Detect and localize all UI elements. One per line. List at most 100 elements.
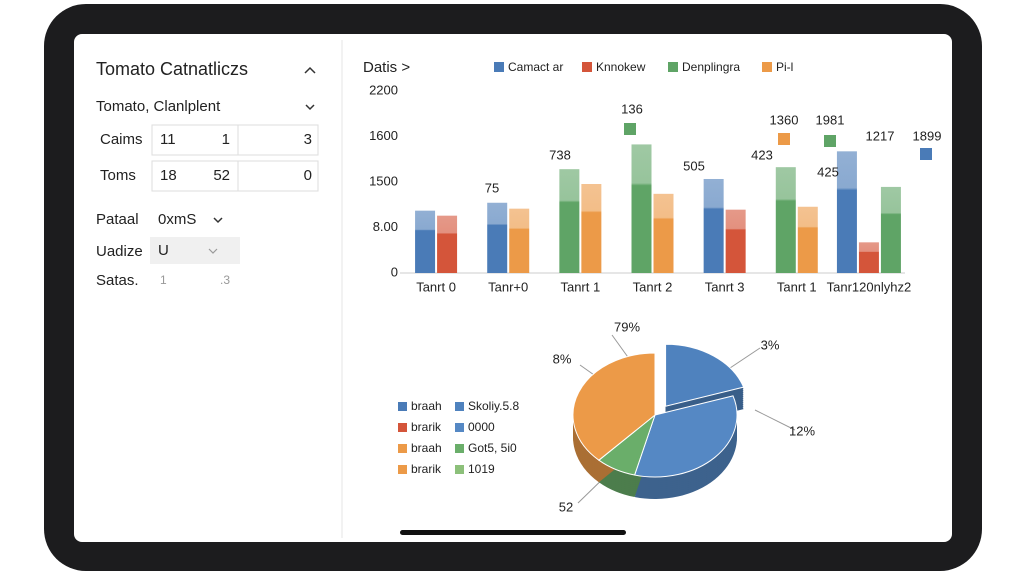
legend-swatch — [455, 423, 464, 432]
dropdown[interactable]: Tomato, Clanlplent — [96, 98, 221, 115]
legend-label: Knnokew — [596, 60, 646, 74]
x-tick-label: Tanr120nlyhz2 — [827, 279, 912, 294]
legend-swatch — [455, 402, 464, 411]
legend-swatch — [455, 465, 464, 474]
legend-label: braah — [411, 399, 442, 413]
data-annotation: 75 — [485, 180, 499, 195]
x-tick-label: Tanrt 1 — [560, 279, 600, 294]
bar — [836, 151, 857, 273]
y-tick-label: 8.00 — [373, 219, 398, 234]
data-annotation: 738 — [549, 147, 571, 162]
sidebar-title: Tomato Catnatliczs — [96, 59, 248, 79]
y-tick-label: 1500 — [369, 173, 398, 188]
legend-swatch — [398, 444, 407, 453]
bar — [509, 208, 530, 273]
legend-label: Camact ar — [508, 60, 563, 74]
pie-annotation: 8% — [553, 351, 572, 366]
field-label: Pataal — [96, 211, 139, 228]
legend-swatch — [398, 423, 407, 432]
data-annotation: 136 — [621, 101, 643, 116]
marker — [778, 133, 790, 145]
marker — [920, 148, 932, 160]
data-annotation: 1360 — [770, 112, 799, 127]
field-value[interactable]: 0xmS — [158, 211, 196, 228]
x-tick-label: Tanrt 2 — [633, 279, 673, 294]
x-tick-label: Tanr+0 — [488, 279, 528, 294]
input-box[interactable] — [151, 160, 319, 192]
legend-swatch — [455, 444, 464, 453]
home-indicator[interactable] — [400, 530, 626, 535]
cell[interactable]: 3 — [304, 131, 312, 148]
pie-annotation: 12% — [789, 423, 815, 438]
bar — [775, 167, 796, 273]
x-tick-label: Tanrt 0 — [416, 279, 456, 294]
legend-label: brarik — [411, 462, 442, 476]
legend-label: 1019 — [468, 462, 495, 476]
field-value[interactable]: U — [158, 242, 169, 259]
legend-label: brarik — [411, 420, 442, 434]
legend-swatch — [762, 62, 772, 72]
field-value: .3 — [220, 273, 230, 287]
data-annotation: 1899 — [913, 128, 942, 143]
legend-swatch — [494, 62, 504, 72]
cell[interactable]: 11 — [160, 131, 176, 148]
field-chevron[interactable] — [213, 217, 223, 224]
select-chevron[interactable] — [208, 248, 218, 254]
collapse-icon[interactable] — [304, 66, 316, 74]
marker — [624, 123, 636, 135]
legend-swatch — [398, 465, 407, 474]
cell[interactable]: 1 — [222, 131, 230, 148]
bar — [725, 209, 746, 273]
data-annotation: 505 — [683, 158, 705, 173]
pie-annotation: 52 — [559, 499, 573, 514]
legend-swatch — [582, 62, 592, 72]
bar — [797, 206, 818, 273]
legend-label: Got5, 5i0 — [468, 441, 517, 455]
data-annotation: 425 — [817, 164, 839, 179]
row-label: Toms — [100, 167, 136, 184]
bar — [858, 242, 879, 273]
pie-slice — [665, 343, 745, 407]
legend-label: braah — [411, 441, 442, 455]
legend-label: Denplingra — [682, 60, 740, 74]
x-tick-label: Tanrt 3 — [705, 279, 745, 294]
input-box[interactable] — [151, 124, 319, 156]
dropdown-icon[interactable] — [305, 104, 315, 111]
cell[interactable]: 0 — [304, 167, 312, 184]
field-value: 1 — [160, 273, 167, 287]
bar — [880, 186, 901, 273]
data-annotation: 1217 — [866, 128, 895, 143]
legend-label: Pi-l — [776, 60, 793, 74]
cell[interactable]: 18 — [160, 167, 177, 184]
legend-swatch — [668, 62, 678, 72]
marker — [824, 135, 836, 147]
data-annotation: 1981 — [816, 112, 845, 127]
cell[interactable]: 52 — [213, 167, 230, 184]
field-label: Uadize — [96, 243, 143, 260]
bar — [487, 202, 508, 273]
legend-label: Skoliy.5.8 — [468, 399, 519, 413]
bar — [703, 178, 724, 273]
field-label: Satas. — [96, 272, 139, 289]
bar — [631, 144, 652, 273]
bar — [559, 169, 580, 273]
row-label: Caims — [100, 131, 143, 148]
pie-slice — [633, 395, 738, 478]
pie-slice — [572, 352, 656, 461]
pie-annotation: 3% — [761, 337, 780, 352]
chart-title: Datis > — [363, 59, 410, 76]
bar — [437, 215, 458, 273]
y-tick-label: 0 — [391, 264, 398, 279]
y-tick-label: 1600 — [369, 128, 398, 143]
bar — [581, 184, 602, 273]
bar — [415, 210, 436, 273]
pie-annotation: 79% — [614, 319, 640, 334]
x-tick-label: Tanrt 1 — [777, 279, 817, 294]
bar — [653, 193, 674, 273]
data-annotation: 423 — [751, 147, 773, 162]
legend-label: 0000 — [468, 420, 495, 434]
y-tick-label: 2200 — [369, 82, 398, 97]
legend-swatch — [398, 402, 407, 411]
select-box[interactable] — [150, 237, 240, 264]
